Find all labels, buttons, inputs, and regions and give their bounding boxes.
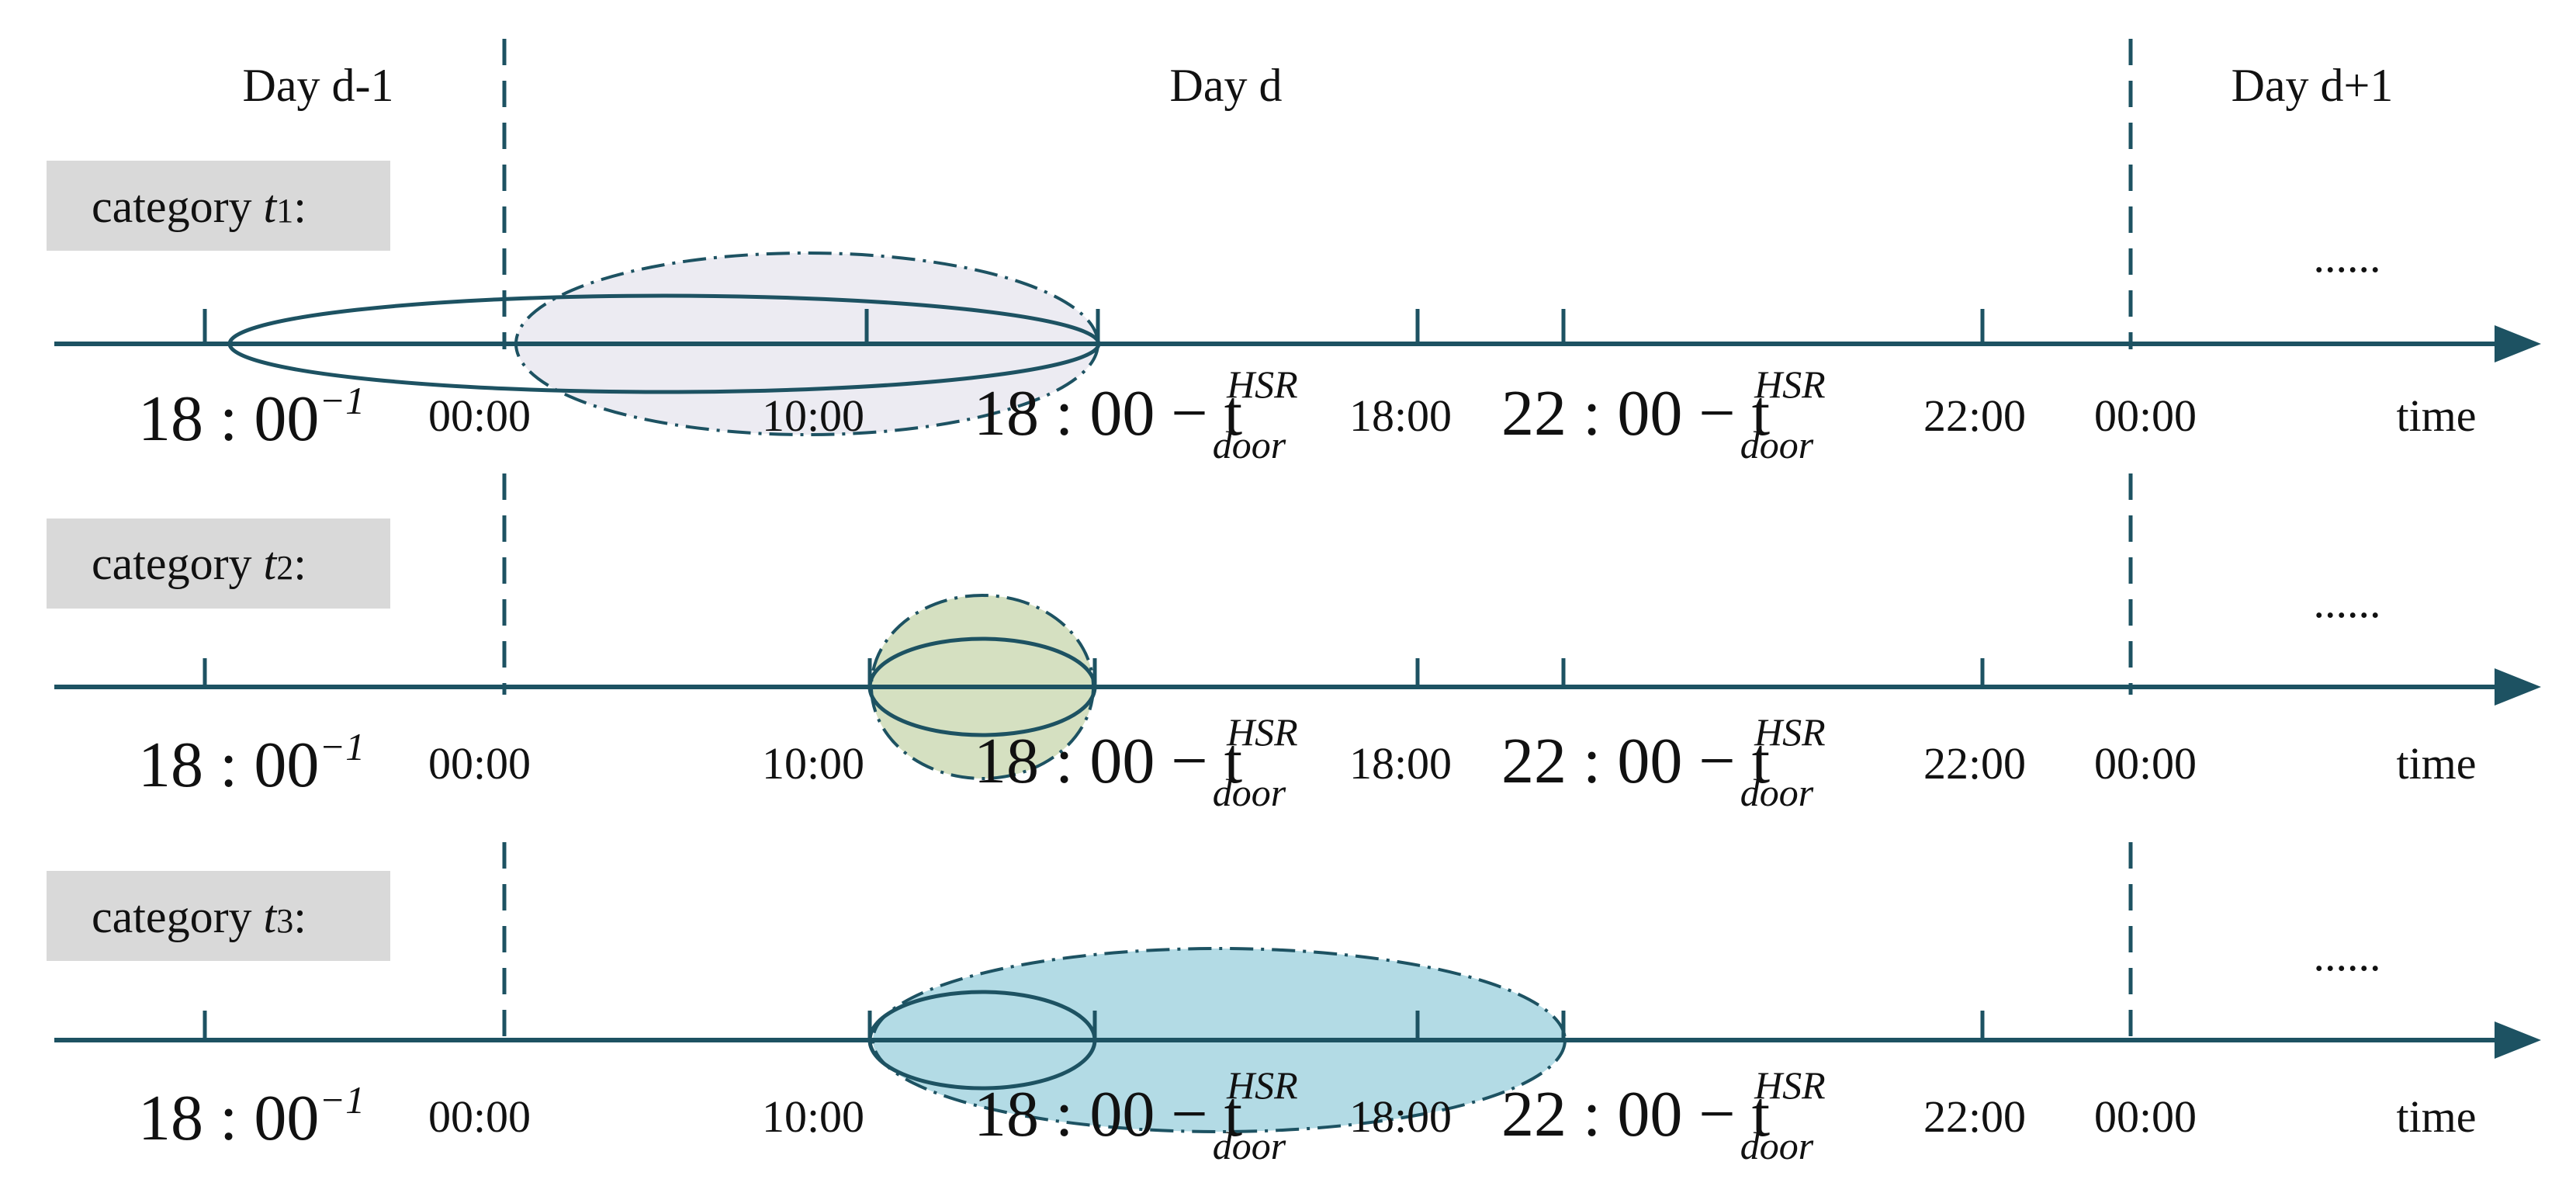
label-0000: 00:00 (428, 390, 531, 441)
label-2200-minus-tdoor: 22 : 00 − tHSR door (1501, 710, 1826, 814)
label-0000: 00:00 (428, 738, 531, 789)
label-2200-minus-tdoor: 22 : 00 − tHSR door (1501, 1063, 1826, 1167)
label-1800: 18:00 (1349, 1091, 1452, 1142)
category-label: category t3: (92, 891, 306, 942)
label-time: time (2396, 390, 2476, 441)
label-1000: 10:00 (762, 1091, 864, 1142)
label-2200: 22:00 (1923, 390, 2026, 441)
label-1000: 10:00 (762, 738, 864, 789)
label-prev-1800: 18 : 00−1 (138, 379, 365, 455)
category-box (47, 871, 390, 961)
category-box (47, 161, 390, 251)
axis-ticks (203, 1011, 1985, 1040)
label-time: time (2396, 738, 2476, 789)
day-next-label: Day d+1 (2231, 60, 2394, 111)
day-prev-label: Day d-1 (243, 60, 394, 111)
label-1800-minus-tdoor: 18 : 00 − tHSR door (974, 1063, 1298, 1167)
continuation-ellipsis: ...... (2314, 231, 2381, 282)
label-2200: 22:00 (1923, 738, 2026, 789)
label-2200-minus-tdoor: 22 : 00 − tHSR door (1501, 362, 1826, 466)
category-label: category t1: (92, 181, 306, 232)
label-1000: 10:00 (762, 390, 864, 441)
axis-labels: 18 : 00−1 00:00 10:00 18 : 00 − tHSR door… (138, 710, 2477, 814)
label-prev-1800: 18 : 00−1 (138, 1078, 365, 1154)
axis-ticks (203, 309, 1985, 344)
day-current-label: Day d (1170, 60, 1283, 111)
category-box (47, 518, 390, 609)
label-1800-minus-tdoor: 18 : 00 − tHSR door (974, 362, 1298, 466)
axis-labels: 18 : 00−1 00:00 10:00 18 : 00 − tHSR door… (138, 1063, 2477, 1167)
label-2200: 22:00 (1923, 1091, 2026, 1142)
label-0000-next: 00:00 (2094, 1091, 2197, 1142)
day-boundaries (502, 39, 2133, 1048)
label-1800: 18:00 (1349, 738, 1452, 789)
row-category-1: category t1: ...... 18 : 00−1 00:00 10:0… (47, 161, 2541, 466)
continuation-ellipsis: ...... (2314, 577, 2381, 627)
row-category-2: category t2: ...... 18 : 00−1 00:00 10:0… (47, 518, 2541, 814)
label-1800: 18:00 (1349, 390, 1452, 441)
continuation-ellipsis: ...... (2314, 930, 2381, 980)
row-category-3: category t3: ...... 18 : 00−1 00:00 10:0… (47, 871, 2541, 1167)
label-prev-1800: 18 : 00−1 (138, 725, 365, 801)
label-0000-next: 00:00 (2094, 390, 2197, 441)
label-0000-next: 00:00 (2094, 738, 2197, 789)
label-0000: 00:00 (428, 1091, 531, 1142)
axis-labels: 18 : 00−1 00:00 10:00 18 : 00 − tHSR door… (138, 362, 2477, 466)
label-1800-minus-tdoor: 18 : 00 − tHSR door (974, 710, 1298, 814)
label-time: time (2396, 1091, 2476, 1142)
category-label: category t2: (92, 538, 306, 589)
axis-ticks (203, 658, 1985, 687)
